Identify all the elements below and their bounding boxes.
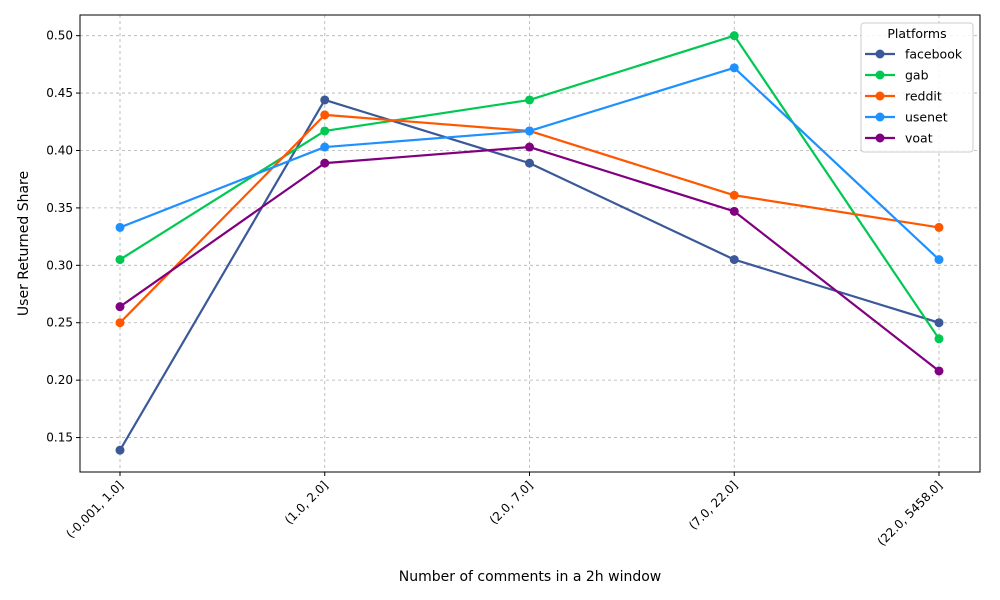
legend-item-gab: gab [865,68,929,83]
data-point-usenet [934,255,944,265]
series-lines [115,31,944,455]
plot-area-frame [79,14,981,473]
x-tick-label: (2.0, 7.0] [487,478,536,527]
legend-swatch-marker [875,70,885,80]
legend-swatch-marker [875,91,885,101]
data-point-voat [729,206,739,216]
data-point-facebook [115,445,125,455]
data-point-reddit [320,110,330,120]
data-point-facebook [729,255,739,265]
x-axis-ticks: (-0.001, 1.0] (1.0, 2.0] (2.0, 7.0] (7.0, 2… [63,472,945,549]
legend-box [860,22,974,153]
data-point-usenet [320,142,330,152]
y-axis-ticks: 0.15 0.20 0.25 0.30 0.35 0.40 0.45 0.50 [46,29,80,445]
series-voat [115,142,944,376]
y-tick-label: 0.25 [46,316,73,330]
data-point-voat [525,142,534,152]
grid [80,15,980,472]
data-point-voat [320,158,330,168]
data-point-gab [729,31,739,41]
data-point-voat [934,366,944,376]
data-point-gab [934,334,944,344]
legend-label: voat [905,131,933,146]
legend-label: reddit [905,89,942,104]
legend-items: facebook gab reddit usenet voat [865,47,963,146]
legend-item-voat: voat [865,131,933,146]
y-tick-label: 0.45 [46,86,73,100]
y-tick-label: 0.15 [46,431,73,445]
legend-item-facebook: facebook [865,47,963,62]
x-tick-label: (7.0, 22.0] [686,478,740,532]
y-tick-label: 0.30 [46,258,73,272]
legend-label: usenet [905,110,948,125]
data-point-gab [320,126,330,136]
y-axis-label: User Returned Share [16,171,32,316]
legend-label: facebook [905,47,963,62]
data-point-voat [115,302,125,312]
series-usenet [115,63,944,265]
legend-title: Platforms [887,26,946,41]
data-point-gab [115,255,125,265]
data-point-facebook [320,95,330,105]
x-axis-label: Number of comments in a 2h window [399,569,661,585]
legend: Platforms facebook gab reddit usenet voat [860,22,974,153]
data-point-reddit [729,190,739,200]
data-point-usenet [525,126,534,136]
data-point-facebook [525,158,534,168]
y-tick-label: 0.35 [46,201,73,215]
series-facebook [115,95,944,455]
data-point-reddit [934,222,944,232]
series-line-voat [119,145,940,372]
data-point-usenet [115,222,125,232]
legend-item-reddit: reddit [865,89,942,104]
y-tick-label: 0.40 [46,143,73,157]
y-tick-label: 0.20 [46,373,73,387]
legend-swatch-marker [875,133,885,143]
legend-swatch-marker [875,112,885,122]
legend-label: gab [905,68,929,83]
data-point-gab [525,95,534,105]
legend-swatch-marker [875,49,885,59]
data-point-facebook [934,318,944,328]
legend-item-usenet: usenet [865,110,948,125]
data-point-reddit [115,318,125,328]
x-tick-label: (-0.001, 1.0] [63,478,126,541]
data-point-usenet [729,63,739,73]
x-tick-label: (22.0, 5458.0] [875,478,946,549]
y-tick-label: 0.50 [46,29,73,43]
x-tick-label: (1.0, 2.0] [282,478,331,527]
